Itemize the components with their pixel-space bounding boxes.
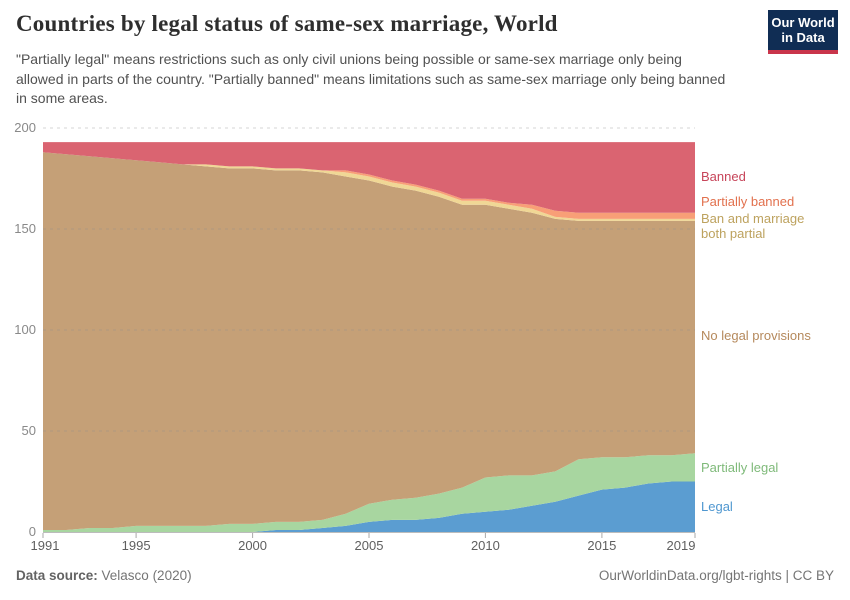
area-ban_marriage_partial (43, 152, 695, 221)
y-axis-label-150: 150 (14, 221, 36, 236)
series-label-legal: Legal (701, 499, 733, 514)
x-axis-label-2010: 2010 (470, 538, 500, 553)
area-banned (43, 142, 695, 213)
chart-footer: Data source: Velasco (2020) OurWorldinDa… (16, 568, 834, 583)
y-axis-label-50: 50 (21, 423, 36, 438)
x-axis-label-1995: 1995 (121, 538, 151, 553)
x-axis-label-2015: 2015 (587, 538, 617, 553)
series-label-partially_legal: Partially legal (701, 460, 779, 475)
series-label-no_legal_provisions: No legal provisions (701, 328, 811, 343)
footer-link[interactable]: OurWorldinData.org/lgbt-rights | CC BY (598, 568, 834, 583)
area-no_legal_provisions (43, 152, 695, 530)
owid-logo-line1: Our World (771, 15, 835, 30)
data-source: Data source: Velasco (2020) (16, 568, 192, 583)
x-axis-label-2000: 2000 (238, 538, 268, 553)
owid-logo-line2: in Data (781, 30, 825, 45)
y-axis-label-200: 200 (14, 120, 36, 135)
x-axis-label-2019: 2019 (666, 538, 696, 553)
area-partially_legal (43, 453, 695, 532)
page-title: Countries by legal status of same-sex ma… (16, 11, 558, 36)
data-source-label: Data source: (16, 568, 98, 583)
data-source-value: Velasco (2020) (97, 568, 192, 583)
owid-logo-accent-strip (768, 50, 838, 54)
x-axis-label-1991: 1991 (30, 538, 60, 553)
y-axis-label-0: 0 (28, 524, 36, 539)
series-label-ban_marriage_partial: Ban and marriage both partial (701, 211, 805, 241)
page-subtitle: "Partially legal" means restrictions suc… (16, 51, 726, 106)
x-axis-label-2005: 2005 (354, 538, 384, 553)
area-partially_banned (43, 152, 695, 219)
series-label-banned: Banned (701, 169, 746, 184)
owid-logo[interactable]: Our World in Data (768, 10, 838, 54)
owid-logo-box: Our World in Data (768, 10, 838, 50)
series-label-partially_banned: Partially banned (701, 194, 795, 209)
y-axis-label-100: 100 (14, 322, 36, 337)
area-legal (43, 481, 695, 532)
